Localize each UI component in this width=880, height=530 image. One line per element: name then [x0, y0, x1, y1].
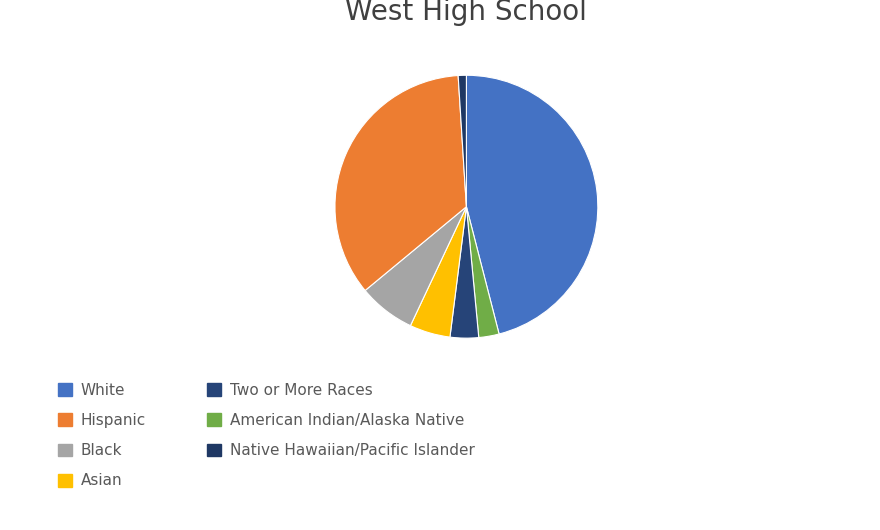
- Legend: White, Hispanic, Black, Asian, Two or More Races, American Indian/Alaska Native,: White, Hispanic, Black, Asian, Two or Mo…: [52, 376, 481, 494]
- Wedge shape: [466, 207, 499, 338]
- Wedge shape: [410, 207, 466, 337]
- Title: West High School: West High School: [346, 0, 587, 26]
- Wedge shape: [466, 75, 598, 334]
- Wedge shape: [458, 75, 466, 207]
- Wedge shape: [335, 75, 466, 290]
- Wedge shape: [365, 207, 466, 325]
- Wedge shape: [450, 207, 479, 338]
